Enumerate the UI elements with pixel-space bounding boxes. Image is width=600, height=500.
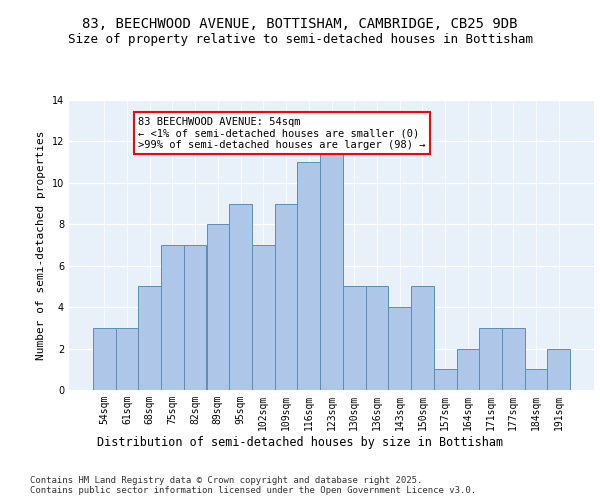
Bar bbox=[502, 328, 524, 390]
Bar bbox=[411, 286, 434, 390]
Bar bbox=[365, 286, 388, 390]
Bar bbox=[275, 204, 298, 390]
Bar bbox=[434, 370, 457, 390]
Text: Size of property relative to semi-detached houses in Bottisham: Size of property relative to semi-detach… bbox=[67, 32, 533, 46]
Bar bbox=[161, 245, 184, 390]
Bar bbox=[184, 245, 206, 390]
Bar bbox=[116, 328, 139, 390]
Bar bbox=[479, 328, 502, 390]
Bar bbox=[93, 328, 116, 390]
Bar bbox=[524, 370, 547, 390]
Bar bbox=[252, 245, 275, 390]
Text: Contains HM Land Registry data © Crown copyright and database right 2025.
Contai: Contains HM Land Registry data © Crown c… bbox=[30, 476, 476, 495]
Bar bbox=[457, 348, 479, 390]
Bar bbox=[320, 142, 343, 390]
Bar bbox=[229, 204, 252, 390]
Bar bbox=[139, 286, 161, 390]
Bar bbox=[343, 286, 365, 390]
Text: 83, BEECHWOOD AVENUE, BOTTISHAM, CAMBRIDGE, CB25 9DB: 83, BEECHWOOD AVENUE, BOTTISHAM, CAMBRID… bbox=[82, 18, 518, 32]
Bar bbox=[388, 307, 411, 390]
Y-axis label: Number of semi-detached properties: Number of semi-detached properties bbox=[36, 130, 46, 360]
Bar bbox=[206, 224, 229, 390]
Text: Distribution of semi-detached houses by size in Bottisham: Distribution of semi-detached houses by … bbox=[97, 436, 503, 449]
Bar bbox=[298, 162, 320, 390]
Text: 83 BEECHWOOD AVENUE: 54sqm
← <1% of semi-detached houses are smaller (0)
>99% of: 83 BEECHWOOD AVENUE: 54sqm ← <1% of semi… bbox=[139, 116, 426, 150]
Bar bbox=[547, 348, 570, 390]
